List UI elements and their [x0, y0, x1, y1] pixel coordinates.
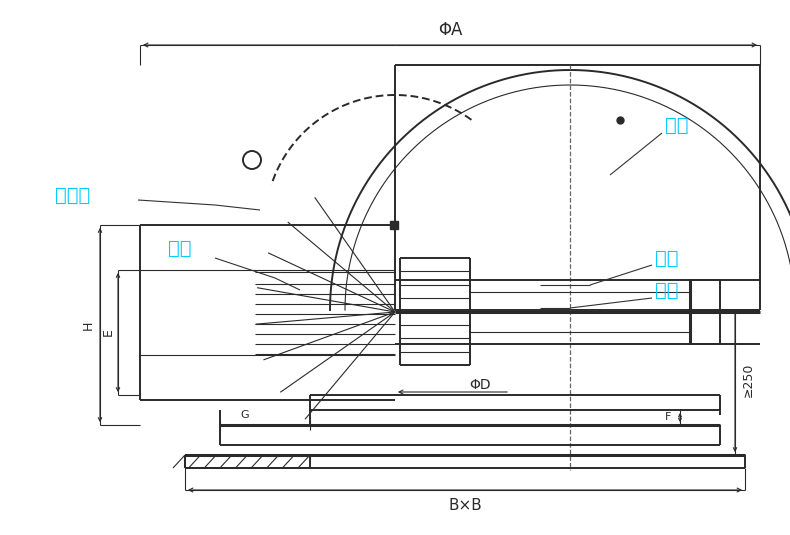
Text: ΦA: ΦA — [438, 21, 462, 39]
Text: 叶轮: 叶轮 — [168, 239, 191, 257]
Text: ≥250: ≥250 — [742, 363, 754, 397]
Text: 防鸟网: 防鸟网 — [55, 186, 90, 204]
Text: H: H — [81, 320, 95, 330]
Text: 风帽: 风帽 — [665, 116, 689, 134]
Text: F: F — [665, 412, 672, 422]
Text: G: G — [241, 410, 250, 420]
Text: ΦD: ΦD — [469, 378, 491, 392]
Text: 电机: 电机 — [655, 280, 679, 300]
Text: 风筒: 风筒 — [655, 248, 679, 268]
Text: E: E — [101, 328, 115, 336]
Text: B×B: B×B — [448, 498, 482, 513]
Bar — [390, 221, 398, 229]
